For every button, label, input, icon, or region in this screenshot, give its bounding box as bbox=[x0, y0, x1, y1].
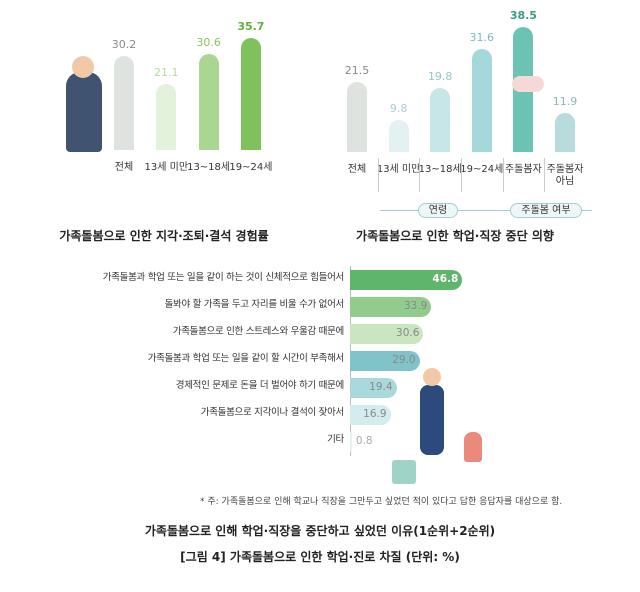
value-label: 35.7 bbox=[237, 20, 265, 34]
category-label: 전체 bbox=[114, 162, 134, 173]
chart-title: 가족돌봄으로 인해 학업·직장을 중단하고 싶었던 이유(1순위+2순위) bbox=[144, 524, 496, 538]
category-label: 가족돌봄과 학업 또는 일을 같이 하는 것이 신체적으로 힘들어서 bbox=[102, 272, 345, 283]
person-head bbox=[423, 368, 441, 386]
category-label: 가족돌봄과 학업 또는 일을 같이 할 시간이 부족해서 bbox=[147, 353, 345, 364]
figure-caption: [그림 4] 가족돌봄으로 인한 학업·진로 차질 (단위: %) bbox=[180, 550, 460, 564]
category-label: 13세 미만 bbox=[376, 164, 421, 175]
category-label: 19~24세 bbox=[460, 164, 504, 175]
value-label: 19.8 bbox=[427, 69, 453, 83]
divider bbox=[377, 158, 379, 192]
value-label: 30.6 bbox=[196, 36, 221, 50]
group-label: 주돌봄 여부 bbox=[510, 203, 582, 218]
value-label: 9.8 bbox=[389, 102, 408, 116]
bar bbox=[240, 38, 261, 150]
bar bbox=[350, 270, 463, 290]
bar bbox=[350, 324, 424, 344]
category-label: 가족돌봄으로 지각이나 결석이 잦아서 bbox=[200, 407, 345, 418]
value-label: 19.4 bbox=[369, 381, 393, 393]
bar bbox=[350, 378, 397, 398]
bar bbox=[555, 113, 575, 152]
value-label: 21.5 bbox=[344, 64, 370, 78]
category-label: 13세 미만 bbox=[144, 162, 189, 173]
bar bbox=[198, 54, 219, 150]
bar bbox=[388, 120, 409, 152]
value-label: 21.1 bbox=[154, 66, 179, 80]
value-label: 11.9 bbox=[552, 95, 578, 109]
value-label: 16.9 bbox=[363, 408, 387, 420]
value-label: 38.5 bbox=[509, 8, 537, 22]
speech-bubble bbox=[512, 76, 544, 92]
category-label: 주돌봄자 bbox=[504, 164, 542, 175]
category-label: 가족돌봄으로 인한 스트레스와 우울감 때문에 bbox=[172, 326, 345, 337]
bar bbox=[350, 297, 432, 317]
group-label: 연령 bbox=[418, 203, 458, 218]
value-label: 30.6 bbox=[396, 327, 420, 339]
value-label: 46.8 bbox=[432, 273, 459, 285]
category-label: 주돌봄자 아님 bbox=[546, 164, 584, 187]
person-illustration bbox=[66, 72, 102, 152]
category-label: 13~18세 bbox=[187, 162, 231, 173]
category-label: 기타 bbox=[327, 434, 344, 445]
bar bbox=[430, 87, 451, 152]
value-label: 33.9 bbox=[403, 300, 428, 312]
bar bbox=[350, 432, 352, 452]
chart-title: 가족돌봄으로 인한 지각·조퇴·결석 경험률 bbox=[59, 229, 269, 243]
category-label: 19~24세 bbox=[229, 162, 273, 173]
person-illustration bbox=[420, 385, 444, 455]
child-illustration bbox=[464, 432, 482, 462]
bar bbox=[347, 82, 367, 152]
divider bbox=[502, 158, 504, 192]
bar bbox=[114, 55, 134, 150]
value-label: 31.6 bbox=[469, 31, 495, 45]
category-label: 경제적인 문제로 돈을 더 벌어야 하기 때문에 bbox=[175, 380, 345, 391]
category-label: 돌봐야 할 가족을 두고 자리를 비울 수가 없어서 bbox=[164, 299, 345, 310]
group-line bbox=[380, 210, 592, 211]
bar bbox=[471, 49, 492, 152]
books-illustration bbox=[392, 460, 416, 484]
bar bbox=[350, 405, 391, 425]
bar bbox=[156, 84, 177, 150]
divider bbox=[544, 158, 546, 192]
value-label: 29.0 bbox=[392, 354, 416, 366]
divider bbox=[419, 158, 421, 192]
value-label: 0.8 bbox=[355, 435, 373, 447]
person-head bbox=[72, 56, 94, 78]
value-label: 30.2 bbox=[111, 37, 137, 51]
category-label: 13~18세 bbox=[418, 164, 462, 175]
bar bbox=[350, 351, 420, 371]
note: * 주: 가족돌봄으로 인해 학교나 직장을 그만두고 싶었던 적이 있다고 답… bbox=[200, 497, 563, 507]
category-label: 전체 bbox=[347, 164, 367, 175]
divider bbox=[461, 158, 462, 192]
chart-title: 가족돌봄으로 인한 학업·직장 중단 의향 bbox=[356, 229, 554, 243]
